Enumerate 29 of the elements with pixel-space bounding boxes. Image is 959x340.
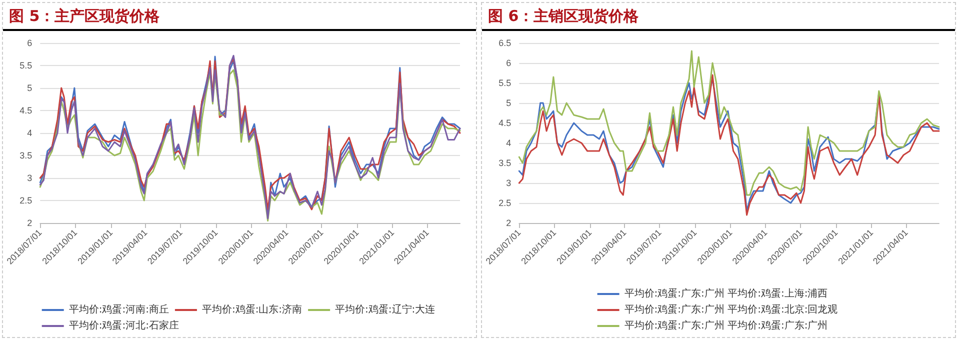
- chart-title: 图 5：主产区现货价格: [3, 3, 476, 31]
- y-tick-label: 5.5: [498, 78, 512, 88]
- y-tick-label: 5.5: [20, 60, 32, 70]
- y-tick-label: 3.5: [498, 158, 512, 168]
- legend-label: 平均价:鸡蛋:广东:广州 平均价:鸡蛋:广东:广州: [624, 320, 828, 332]
- legend-label: 平均价:鸡蛋:河南:商丘: [68, 304, 169, 316]
- line-series: [518, 50, 940, 196]
- legend-label: 平均价:鸡蛋:山东:济南: [202, 304, 302, 316]
- y-tick-label: 2.5: [498, 198, 512, 208]
- y-tick-label: 6.5: [498, 38, 512, 48]
- chart-title: 图 6：主销区现货价格: [482, 3, 955, 31]
- y-tick-label: 3: [27, 173, 32, 183]
- y-tick-label: 4: [27, 128, 32, 138]
- y-tick-label: 4.5: [498, 118, 512, 128]
- y-tick-label: 2: [506, 218, 512, 228]
- legend-label: 平均价:鸡蛋:广东:广州 平均价:鸡蛋:北京:回龙观: [624, 304, 838, 316]
- y-tick-label: 4.5: [20, 106, 32, 116]
- y-tick-label: 3.5: [20, 150, 32, 160]
- y-tick-label: 4: [506, 138, 512, 148]
- legend-label: 平均价:鸡蛋:河北:石家庄: [68, 320, 179, 332]
- legend-label: 平均价:鸡蛋:辽宁:大连: [335, 304, 436, 316]
- y-tick-label: 2.5: [20, 196, 32, 206]
- legend-label: 平均价:鸡蛋:广东:广州 平均价:鸡蛋:上海:浦西: [624, 288, 828, 300]
- y-tick-label: 6: [27, 38, 32, 48]
- y-tick-label: 5: [506, 98, 512, 108]
- y-tick-label: 5: [27, 83, 32, 93]
- y-tick-label: 3: [506, 178, 512, 188]
- y-tick-label: 6: [506, 58, 512, 68]
- y-tick-label: 2: [27, 218, 32, 228]
